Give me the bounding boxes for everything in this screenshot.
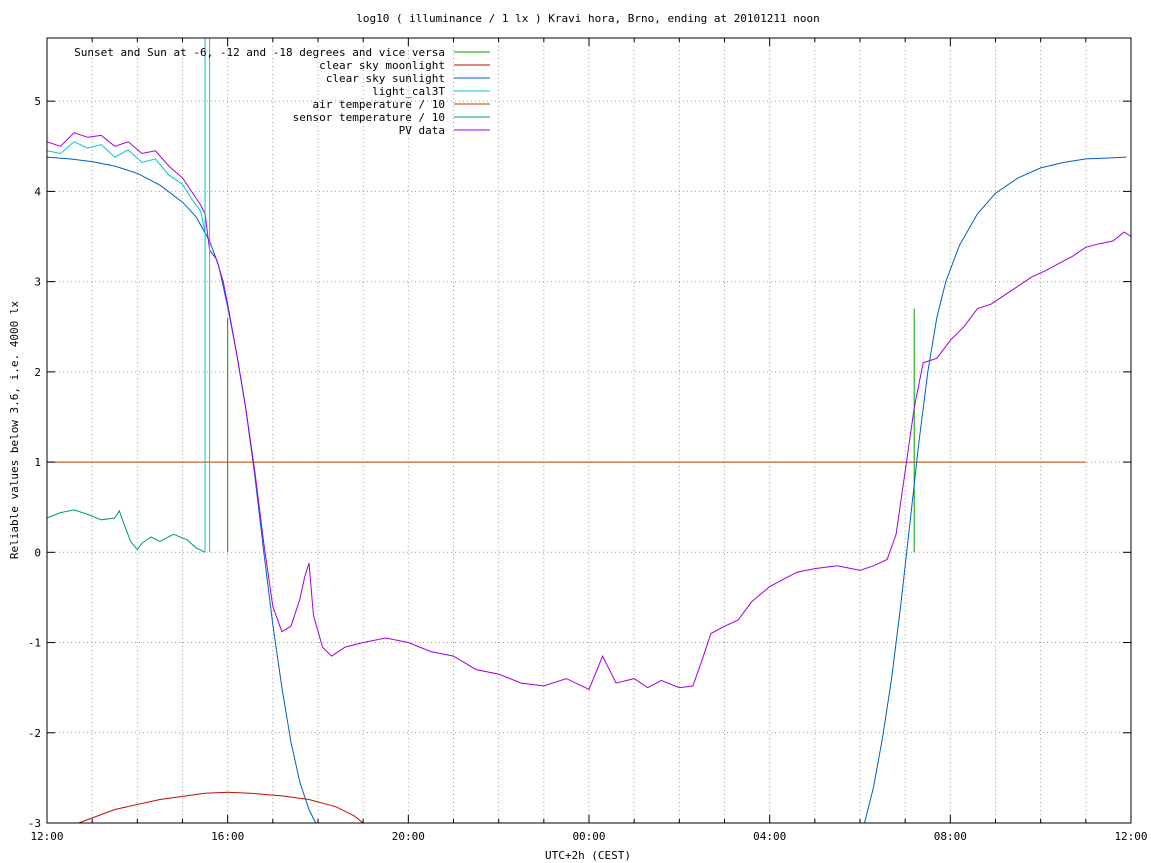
series-6-line bbox=[46, 132, 1132, 691]
legend-label: sensor temperature / 10 bbox=[293, 111, 445, 124]
legend-label: air temperature / 10 bbox=[313, 98, 445, 111]
legend-label: Sunset and Sun at -6, -12 and -18 degree… bbox=[74, 46, 445, 59]
y-tick-label: -3 bbox=[28, 817, 41, 830]
y-tick-label: 2 bbox=[34, 366, 41, 379]
x-tick-label: 08:00 bbox=[934, 830, 967, 843]
x-axis-label: UTC+2h (CEST) bbox=[545, 849, 631, 862]
x-tick-label: 12:00 bbox=[1114, 830, 1147, 843]
series-3-line bbox=[46, 141, 206, 233]
y-tick-label: 5 bbox=[34, 95, 41, 108]
y-tick-label: -2 bbox=[28, 727, 41, 740]
series-layer bbox=[46, 38, 1132, 824]
legend-label: light_cal3T bbox=[372, 85, 445, 98]
x-tick-label: 20:00 bbox=[392, 830, 425, 843]
series-2-line bbox=[46, 156, 317, 824]
legend-label: clear sky sunlight bbox=[326, 72, 445, 85]
legend: Sunset and Sun at -6, -12 and -18 degree… bbox=[74, 46, 490, 137]
x-tick-label: 12:00 bbox=[30, 830, 63, 843]
y-axis-label: Reliable values below 3.6, i.e. 4000 lx bbox=[8, 300, 21, 559]
series-7-line bbox=[864, 156, 1127, 824]
y-tick-label: 3 bbox=[34, 276, 41, 289]
x-tick-label: 04:00 bbox=[753, 830, 786, 843]
legend-label: PV data bbox=[399, 124, 445, 137]
series-1-line bbox=[78, 791, 364, 824]
x-tick-label: 00:00 bbox=[572, 830, 605, 843]
legend-label: clear sky moonlight bbox=[319, 59, 445, 72]
y-tick-label: -1 bbox=[28, 637, 41, 650]
tick-layer: 12:00 16:00 20:00 00:00 04:00 08:00 12:00-3-2-… bbox=[28, 38, 1148, 843]
y-tick-label: 1 bbox=[34, 456, 41, 469]
y-tick-label: 0 bbox=[34, 546, 41, 559]
chart-title: log10 ( illuminance / 1 lx ) Kravi hora,… bbox=[356, 12, 820, 25]
x-tick-label: 16:00 bbox=[211, 830, 244, 843]
y-tick-label: 4 bbox=[34, 185, 41, 198]
series-5-line bbox=[46, 509, 206, 553]
